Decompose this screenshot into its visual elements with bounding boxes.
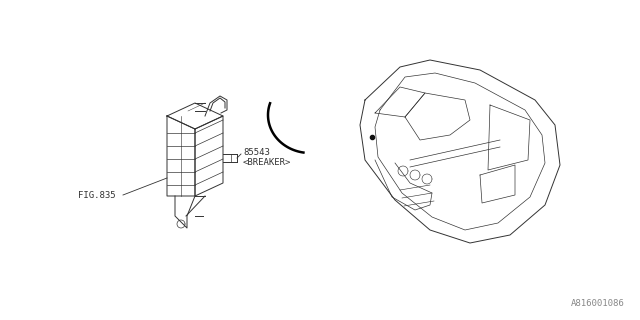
Text: A816001086: A816001086 [572, 299, 625, 308]
Text: <BREAKER>: <BREAKER> [243, 157, 291, 166]
Text: FIG.835: FIG.835 [78, 190, 116, 199]
Text: 85543: 85543 [243, 148, 270, 156]
